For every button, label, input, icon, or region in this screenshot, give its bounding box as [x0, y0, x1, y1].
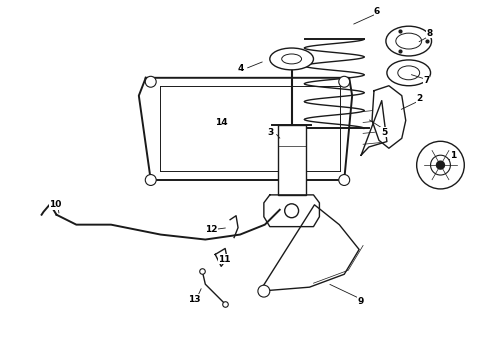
Ellipse shape [386, 26, 432, 56]
Text: 5: 5 [381, 128, 387, 137]
Circle shape [431, 155, 450, 175]
Polygon shape [361, 100, 387, 155]
Text: 6: 6 [374, 7, 380, 16]
Text: 7: 7 [424, 76, 430, 85]
Text: 1: 1 [450, 151, 457, 160]
Text: 14: 14 [215, 118, 228, 127]
Text: 8: 8 [427, 29, 433, 38]
Circle shape [339, 175, 350, 185]
Polygon shape [139, 78, 352, 180]
Ellipse shape [282, 54, 301, 64]
Text: 10: 10 [49, 200, 62, 209]
Circle shape [145, 76, 156, 87]
Text: 12: 12 [205, 225, 218, 234]
Circle shape [339, 76, 350, 87]
Circle shape [416, 141, 465, 189]
Text: 13: 13 [189, 294, 201, 303]
Ellipse shape [396, 33, 421, 49]
Circle shape [145, 175, 156, 185]
Text: 9: 9 [357, 297, 364, 306]
Polygon shape [260, 205, 359, 291]
Ellipse shape [270, 48, 314, 70]
Text: 3: 3 [268, 128, 274, 137]
Circle shape [258, 285, 270, 297]
Polygon shape [372, 86, 406, 148]
Text: 4: 4 [238, 64, 245, 73]
Ellipse shape [398, 66, 419, 80]
Ellipse shape [285, 204, 298, 218]
Ellipse shape [387, 60, 431, 86]
Text: 11: 11 [218, 255, 231, 264]
Polygon shape [264, 195, 319, 227]
Circle shape [437, 161, 444, 169]
Text: 2: 2 [416, 94, 423, 103]
Bar [278, 125, 306, 195]
